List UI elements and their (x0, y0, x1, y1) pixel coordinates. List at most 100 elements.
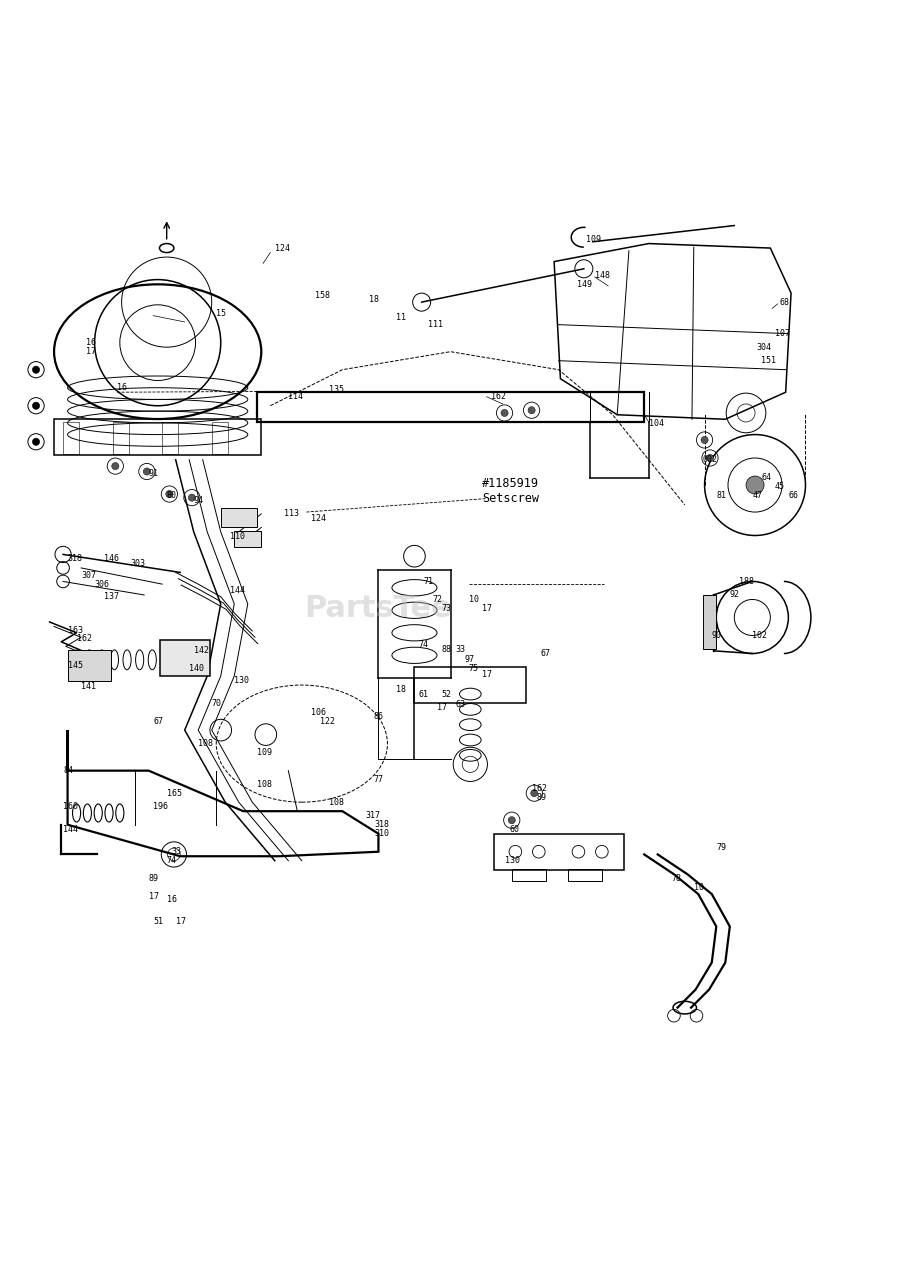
Text: 17: 17 (482, 604, 492, 613)
Circle shape (112, 462, 119, 470)
Text: 137: 137 (104, 593, 119, 602)
Text: 110: 110 (230, 532, 245, 541)
Text: 74: 74 (167, 856, 177, 865)
Text: 113: 113 (284, 509, 299, 518)
Text: 67: 67 (541, 649, 551, 658)
Text: 163: 163 (68, 626, 83, 635)
Text: 77: 77 (374, 776, 384, 785)
Text: 130: 130 (234, 676, 250, 685)
Text: 17: 17 (437, 703, 447, 712)
Text: 108: 108 (198, 739, 214, 748)
Text: 188: 188 (739, 577, 754, 586)
Text: 91: 91 (149, 468, 159, 477)
Text: 52: 52 (441, 690, 451, 699)
Bar (63, 422, 79, 454)
Text: 86: 86 (374, 712, 384, 721)
Text: 81: 81 (716, 492, 726, 500)
Text: 15: 15 (216, 310, 226, 319)
Text: 307: 307 (81, 571, 96, 580)
Text: 318: 318 (68, 554, 83, 563)
Text: 107: 107 (775, 329, 790, 338)
Text: 109: 109 (257, 748, 272, 758)
Text: 18: 18 (369, 294, 379, 303)
Text: 140: 140 (189, 664, 205, 673)
Text: 151: 151 (761, 356, 777, 365)
Text: 310: 310 (374, 829, 389, 838)
Bar (494, 833, 624, 869)
Circle shape (528, 407, 535, 413)
Text: 111: 111 (428, 320, 443, 329)
Circle shape (143, 468, 150, 475)
Text: 303: 303 (131, 559, 146, 568)
Text: 47: 47 (752, 492, 762, 500)
Text: 145: 145 (68, 660, 83, 669)
Text: 79: 79 (716, 842, 726, 851)
Text: 162: 162 (532, 785, 547, 794)
Text: 84: 84 (63, 767, 73, 776)
Circle shape (166, 490, 173, 498)
Text: 104: 104 (649, 420, 664, 429)
Text: 89: 89 (149, 874, 159, 883)
Text: 318: 318 (374, 820, 389, 829)
Text: 66: 66 (788, 492, 798, 500)
Bar (212, 422, 228, 454)
Text: 80: 80 (167, 492, 177, 500)
Text: 306: 306 (95, 580, 110, 589)
Bar (414, 667, 526, 703)
Circle shape (32, 438, 40, 445)
Text: 10: 10 (469, 595, 478, 604)
Circle shape (32, 402, 40, 410)
Text: 60: 60 (509, 824, 519, 833)
Text: 002: 002 (703, 456, 718, 465)
Text: 68: 68 (779, 298, 789, 307)
Text: 130: 130 (505, 856, 520, 865)
Text: 61: 61 (419, 690, 429, 699)
Circle shape (701, 436, 708, 444)
Text: 71: 71 (423, 577, 433, 586)
Text: 144: 144 (230, 586, 245, 595)
Text: 67: 67 (153, 717, 163, 726)
Text: 135: 135 (329, 385, 344, 394)
Text: 106: 106 (311, 708, 326, 717)
Text: 109: 109 (586, 234, 601, 243)
Text: 124: 124 (311, 513, 326, 522)
Text: 78: 78 (671, 874, 681, 883)
Circle shape (188, 494, 196, 502)
Text: 124: 124 (275, 243, 290, 252)
Text: 11: 11 (396, 312, 406, 323)
Text: 88: 88 (441, 645, 451, 654)
Bar (54, 420, 261, 456)
Text: 18: 18 (396, 685, 406, 694)
Text: 73: 73 (441, 604, 451, 613)
Text: 90: 90 (712, 631, 722, 640)
Bar (257, 392, 644, 422)
Text: 304: 304 (757, 343, 772, 352)
Text: 45: 45 (775, 483, 785, 492)
Text: 162: 162 (77, 634, 92, 643)
Text: 158: 158 (315, 292, 331, 301)
Text: 149: 149 (577, 279, 592, 288)
Text: 33: 33 (455, 645, 465, 654)
Text: 92: 92 (730, 590, 740, 599)
Text: 64: 64 (761, 474, 771, 483)
Text: 148: 148 (595, 270, 610, 279)
Bar (160, 640, 210, 676)
Bar (68, 650, 111, 681)
Text: 16: 16 (117, 383, 127, 392)
Text: 51: 51 (153, 916, 163, 925)
Text: 72: 72 (432, 595, 442, 604)
Text: 114: 114 (288, 392, 304, 401)
Circle shape (706, 454, 714, 462)
Text: 144: 144 (63, 824, 78, 833)
Text: #1185919
Setscrew: #1185919 Setscrew (482, 477, 539, 506)
Text: 16: 16 (86, 338, 96, 347)
Text: 141: 141 (81, 682, 96, 691)
Text: 97: 97 (464, 655, 474, 664)
Text: 317: 317 (365, 812, 380, 820)
Bar (162, 422, 178, 454)
Circle shape (32, 366, 40, 374)
Text: 75: 75 (469, 664, 478, 673)
Text: 94: 94 (194, 495, 204, 504)
Text: 89: 89 (536, 794, 546, 803)
Circle shape (531, 790, 538, 796)
